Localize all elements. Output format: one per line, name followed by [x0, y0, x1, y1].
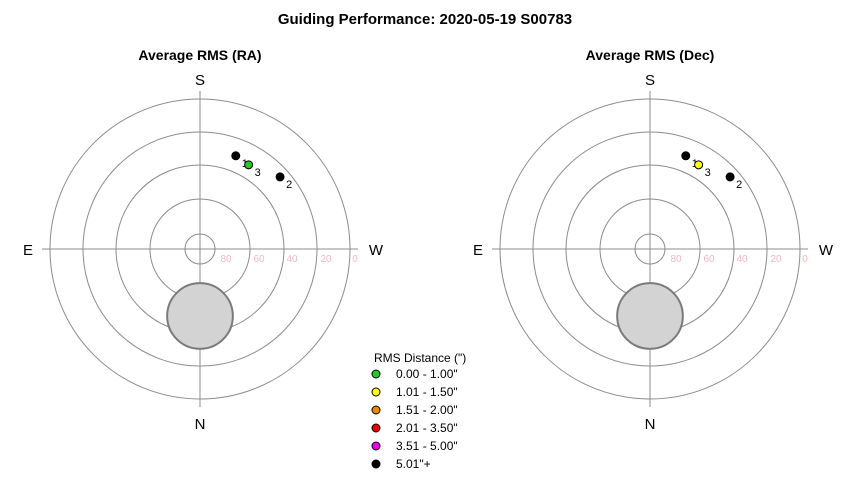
altitude-tick-label: 20	[320, 254, 332, 265]
legend-label: 2.01 - 3.50"	[396, 421, 458, 435]
legend-swatch	[371, 441, 381, 451]
direction-label-w: W	[369, 242, 384, 259]
altitude-tick-label: 40	[286, 254, 298, 265]
legend-swatch	[371, 459, 381, 469]
data-point	[681, 151, 691, 161]
legend-label: 0.00 - 1.00"	[396, 367, 458, 381]
altitude-tick-label: 80	[670, 254, 682, 265]
obstruction-disc	[616, 282, 684, 350]
polar-plot-ra: Average RMS (RA)SNEW806040200123	[23, 47, 384, 433]
direction-label-w: W	[819, 242, 834, 259]
legend-label: 5.01"+	[396, 457, 431, 471]
plot-title: Average RMS (RA)	[138, 47, 261, 63]
direction-label-e: E	[473, 242, 483, 259]
legend-title: RMS Distance (")	[374, 351, 466, 365]
point-label: 2	[286, 179, 292, 191]
altitude-tick-label: 60	[253, 254, 265, 265]
legend-swatch	[371, 405, 381, 415]
point-label: 3	[705, 167, 711, 179]
data-point	[694, 160, 704, 170]
legend-label: 1.51 - 2.00"	[396, 403, 458, 417]
legend-swatch	[371, 369, 381, 379]
data-point	[725, 172, 735, 182]
direction-label-n: N	[195, 416, 206, 433]
data-point	[231, 151, 241, 161]
legend-swatch	[371, 387, 381, 397]
figure-title: Guiding Performance: 2020-05-19 S00783	[278, 11, 572, 28]
legend-items: 0.00 - 1.00" 1.01 - 1.50" 1.51 - 2.00" 2.01…	[371, 367, 458, 471]
direction-label-e: E	[23, 242, 33, 259]
direction-label-n: N	[645, 416, 656, 433]
data-point	[244, 160, 254, 170]
direction-label-s: S	[645, 72, 655, 89]
obstruction-disc	[166, 282, 234, 350]
legend-swatch	[371, 423, 381, 433]
legend-label: 3.51 - 5.00"	[396, 439, 458, 453]
altitude-tick-label: 80	[220, 254, 232, 265]
point-label: 3	[255, 167, 261, 179]
data-point	[275, 172, 285, 182]
altitude-tick-label: 20	[770, 254, 782, 265]
rms-legend: RMS Distance (") 0.00 - 1.00" 1.01 - 1.50…	[371, 351, 466, 471]
point-label: 2	[736, 179, 742, 191]
direction-label-s: S	[195, 72, 205, 89]
altitude-tick-label: 0	[352, 254, 358, 265]
altitude-tick-label: 40	[736, 254, 748, 265]
altitude-tick-label: 60	[703, 254, 715, 265]
plot-title: Average RMS (Dec)	[586, 47, 715, 63]
altitude-tick-label: 0	[802, 254, 808, 265]
polar-plot-dec: Average RMS (Dec)SNEW806040200123	[473, 47, 834, 433]
legend-label: 1.01 - 1.50"	[396, 385, 458, 399]
